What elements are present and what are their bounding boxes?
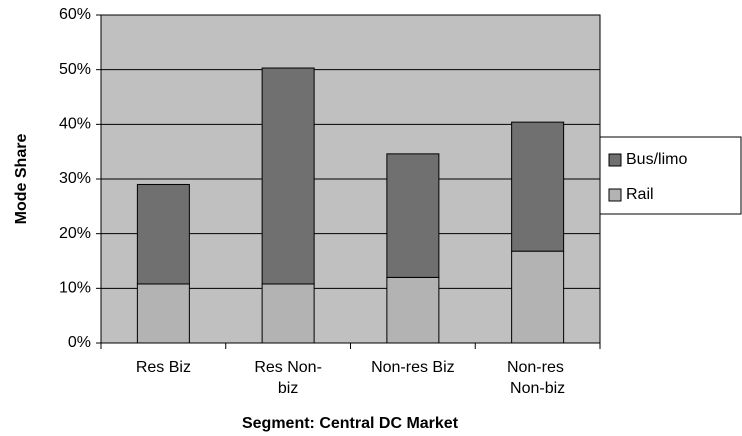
legend-label: Rail [626, 186, 654, 203]
legend-swatch [608, 153, 622, 167]
bar-segment [511, 250, 565, 344]
x-axis-title: Segment: Central DC Market [242, 415, 459, 432]
y-tick-label: 10% [59, 280, 91, 297]
y-tick-label: 50% [59, 61, 91, 78]
y-axis-title: Mode Share [13, 134, 30, 225]
x-tick-label: Res Biz [136, 359, 191, 376]
bar-segment [136, 283, 190, 344]
bar-segment [261, 283, 315, 344]
x-tick-label: Non-res Non-biz [507, 359, 568, 397]
x-tick-label: Res Non-biz [254, 359, 322, 397]
y-tick-label: 60% [59, 6, 91, 23]
y-tick-label: 0% [68, 334, 91, 351]
y-tick-label: 40% [59, 116, 91, 133]
bar-segment [136, 183, 190, 285]
bar-segment [386, 276, 440, 344]
y-tick-label: 30% [59, 170, 91, 187]
legend-label: Bus/limo [626, 151, 687, 168]
legend-swatch [608, 188, 622, 202]
bar-segment [511, 121, 565, 252]
legend-box [599, 136, 742, 215]
y-tick-label: 20% [59, 225, 91, 242]
x-tick-label: Non-res Biz [371, 359, 455, 376]
bar-segment [386, 153, 440, 278]
bar-segment [261, 67, 315, 285]
